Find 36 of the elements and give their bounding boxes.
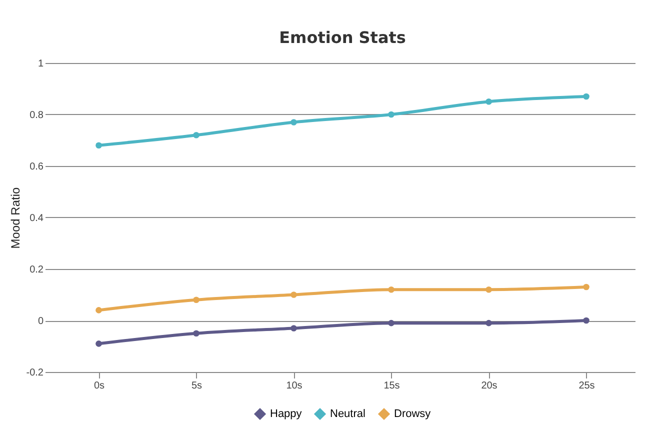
- x-tick-label: 15s: [384, 380, 400, 392]
- y-tick-label: -0.2: [26, 368, 44, 378]
- point: [583, 93, 590, 100]
- point: [96, 142, 102, 149]
- y-tick-label: 1: [38, 58, 44, 70]
- x-tick-label: 10s: [286, 380, 302, 392]
- y-tick-label: 0.6: [30, 162, 44, 172]
- y-tick-label: 0.2: [30, 264, 44, 276]
- x-tick-label: 5s: [191, 380, 202, 392]
- point: [388, 111, 394, 118]
- chart-title: Emotion Stats: [279, 28, 406, 47]
- legend-label: Drowsy: [394, 408, 432, 420]
- point: [583, 317, 590, 324]
- x-tick-label: 25s: [578, 380, 595, 392]
- point: [486, 286, 492, 293]
- point: [486, 98, 492, 105]
- x-tick-label: 0s: [94, 380, 105, 392]
- point: [193, 296, 200, 304]
- point: [193, 132, 200, 138]
- legend-label: Happy: [270, 408, 302, 420]
- point: [96, 340, 102, 347]
- y-tick-label: 0.4: [30, 213, 44, 224]
- x-tick-label: 20s: [481, 380, 498, 392]
- point: [290, 292, 297, 298]
- point: [193, 330, 200, 337]
- legend-label: Neutral: [330, 408, 366, 420]
- y-axis-title: Mood Ratio: [8, 186, 22, 249]
- point: [290, 119, 297, 126]
- point: [583, 284, 590, 290]
- point: [96, 307, 102, 314]
- point: [388, 286, 394, 293]
- y-tick-label: 0.8: [30, 110, 44, 121]
- y-tick-label: 0: [38, 316, 44, 327]
- point: [388, 320, 394, 326]
- point: [290, 325, 297, 332]
- point: [486, 320, 492, 326]
